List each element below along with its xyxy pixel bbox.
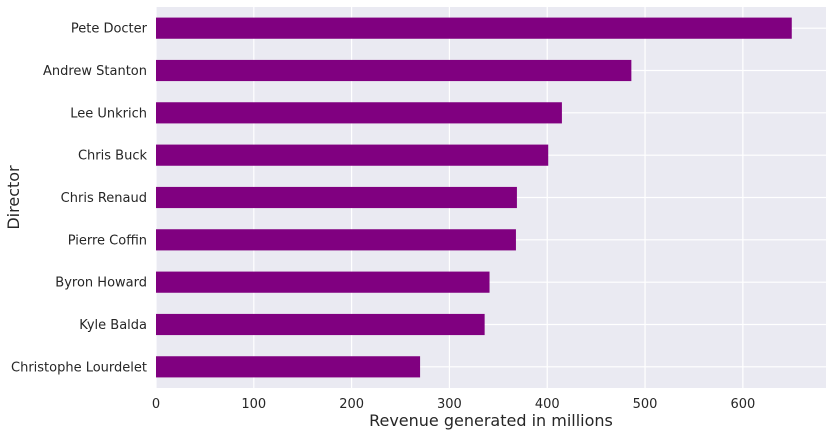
bars — [156, 17, 792, 378]
bar-3 — [156, 144, 549, 166]
x-axis-label: Revenue generated in millions — [369, 411, 613, 430]
x-tick-label: 400 — [535, 397, 560, 412]
y-tick-label: Andrew Stanton — [43, 64, 147, 79]
x-tick-label: 600 — [730, 397, 755, 412]
bar-4 — [156, 186, 517, 209]
y-tick-label: Chris Renaud — [61, 191, 147, 206]
x-tick-label: 200 — [339, 397, 364, 412]
y-tick-label: Byron Howard — [55, 276, 147, 291]
bar-6 — [156, 271, 490, 293]
y-tick-label: Pierre Coffin — [68, 233, 147, 248]
bar-2 — [156, 102, 562, 124]
bar-0 — [156, 17, 792, 39]
y-axis-label: Director — [4, 165, 23, 230]
x-tick-label: 500 — [633, 397, 658, 412]
bar-7 — [156, 313, 485, 336]
y-tick-label: Christophe Lourdelet — [11, 360, 147, 375]
y-tick-label: Chris Buck — [78, 149, 147, 164]
bar-1 — [156, 59, 632, 82]
x-tick-labels: 0 100 200 300 400 500 600 — [152, 397, 755, 412]
x-tick-label: 100 — [241, 397, 266, 412]
y-tick-labels: Pete Docter Andrew Stanton Lee Unkrich Chri… — [11, 22, 148, 376]
bar-5 — [156, 229, 516, 251]
y-tick-label: Kyle Balda — [79, 318, 147, 333]
y-tick-label: Pete Docter — [71, 22, 148, 37]
x-tick-label: 300 — [437, 397, 462, 412]
x-tick-label: 0 — [152, 397, 160, 412]
bar-8 — [156, 356, 421, 378]
y-tick-label: Lee Unkrich — [70, 106, 147, 121]
